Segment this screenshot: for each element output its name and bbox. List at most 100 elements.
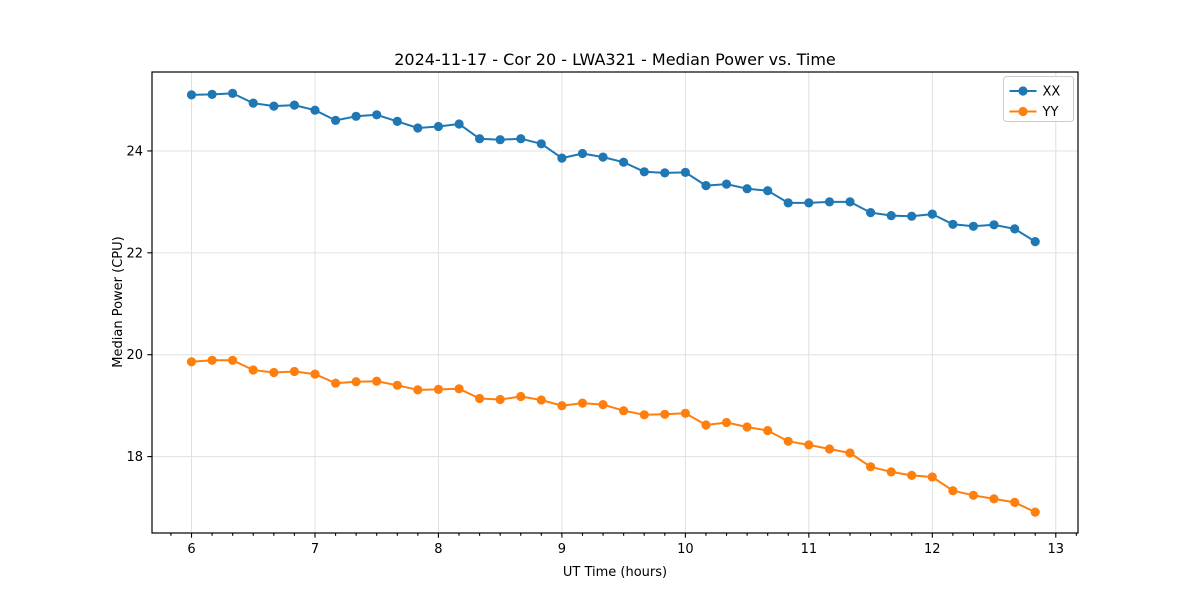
series-xx-marker xyxy=(721,179,732,189)
series-xx-marker xyxy=(516,134,526,144)
series-xx-marker xyxy=(701,181,711,191)
series-xx-marker xyxy=(536,139,546,149)
series-xx-marker xyxy=(1030,237,1040,247)
series-xx-marker xyxy=(248,98,258,108)
x-axis-label: UT Time (hours) xyxy=(563,565,667,580)
x-tick-label: 6 xyxy=(187,542,195,557)
series-yy-marker xyxy=(619,406,629,416)
series-yy-marker xyxy=(413,385,423,395)
series-yy-marker xyxy=(495,394,505,405)
series-yy-marker xyxy=(186,357,197,367)
legend-label-xx: XX xyxy=(1043,85,1061,100)
x-tick-label: 10 xyxy=(677,542,694,557)
series-xx-marker xyxy=(186,90,197,100)
series-xx-marker xyxy=(269,101,279,111)
series-yy-marker xyxy=(742,422,752,432)
series-xx-marker xyxy=(763,186,773,196)
series-yy-marker xyxy=(536,395,546,405)
series-yy-marker xyxy=(331,378,341,388)
legend-box xyxy=(1003,76,1074,122)
series-yy-marker xyxy=(989,494,999,504)
series-xx-marker xyxy=(639,167,649,177)
series-xx-marker xyxy=(433,121,443,132)
series-yy-marker xyxy=(804,440,814,450)
x-tick-label: 7 xyxy=(311,542,319,557)
series-xx-marker xyxy=(907,211,917,221)
series-yy-marker xyxy=(701,420,711,430)
series-xx-marker xyxy=(557,153,567,163)
series-yy-marker xyxy=(948,486,958,496)
series-yy-marker xyxy=(228,355,238,365)
series-xx-marker xyxy=(804,198,814,208)
series-xx-marker xyxy=(351,111,361,121)
series-yy-marker xyxy=(866,462,876,472)
series-yy-marker xyxy=(475,393,485,404)
series-xx-marker xyxy=(577,148,588,159)
tick-label-layer: 6 7 8 9 10 11 12 13 18 20 22 24 xyxy=(126,144,1064,557)
series-yy-marker xyxy=(433,384,443,394)
series-yy-marker xyxy=(248,365,258,375)
series-xx-marker xyxy=(989,220,999,230)
series-yy-marker xyxy=(927,472,937,482)
series-xx-marker xyxy=(495,135,505,145)
tick-layer xyxy=(147,150,1077,538)
series-xx-marker xyxy=(228,88,238,98)
y-tick-label: 24 xyxy=(126,144,143,159)
x-tick-label: 11 xyxy=(801,542,818,557)
series-xx-marker xyxy=(475,134,485,144)
series-xx-marker xyxy=(619,157,629,167)
series-yy-marker xyxy=(783,436,793,446)
series-yy-marker xyxy=(269,367,279,378)
series-xx-marker xyxy=(1010,224,1020,234)
series-yy-marker xyxy=(516,391,526,402)
grid-layer xyxy=(152,72,1078,533)
series-xx-marker xyxy=(927,209,937,219)
series-xx-marker xyxy=(372,110,382,120)
series-xx-marker xyxy=(680,167,691,177)
series-yy-marker xyxy=(1030,507,1040,517)
chart-title: 2024-11-17 - Cor 20 - LWA321 - Median Po… xyxy=(394,50,836,69)
series-xx-marker xyxy=(392,116,402,126)
series-yy-marker xyxy=(660,409,670,419)
x-tick-label: 13 xyxy=(1048,542,1065,557)
legend-label-yy: YY xyxy=(1042,105,1059,120)
x-tick-label: 12 xyxy=(924,542,941,557)
series-xx-marker xyxy=(207,89,217,99)
series-yy-marker xyxy=(289,366,299,377)
series-xx-marker xyxy=(866,208,876,218)
y-tick-label: 18 xyxy=(126,450,143,465)
series-xx-marker xyxy=(598,152,608,162)
series-yy-marker xyxy=(968,490,979,500)
series-yy-marker xyxy=(886,467,896,477)
series-yy-marker xyxy=(824,444,835,454)
series-xx-marker xyxy=(660,168,670,178)
series-xx-marker xyxy=(289,100,299,110)
series-yy-marker xyxy=(907,470,917,480)
series-xx-marker xyxy=(845,197,855,207)
series-xx-marker xyxy=(413,123,423,133)
series-xx-marker xyxy=(454,119,464,129)
x-tick-label: 9 xyxy=(558,542,566,557)
plot-border xyxy=(151,71,1079,534)
legend-marker-swatch-xx xyxy=(1018,86,1028,96)
series-xx-marker xyxy=(824,197,835,207)
series-xx-marker xyxy=(310,105,320,115)
y-axis-label: Median Power (CPU) xyxy=(111,236,126,367)
series-xx-marker xyxy=(783,198,793,208)
series-yy xyxy=(186,355,1040,517)
series-xx-marker xyxy=(948,219,958,229)
series-yy-line xyxy=(191,359,1036,514)
series-yy-marker xyxy=(577,398,588,408)
series-yy-marker xyxy=(680,408,691,418)
x-tick-label: 8 xyxy=(434,542,442,557)
y-tick-label: 22 xyxy=(126,246,143,261)
series-yy-marker xyxy=(207,355,217,365)
series-yy-marker xyxy=(639,410,649,420)
series-layer xyxy=(186,88,1040,517)
series-xx-marker xyxy=(886,211,896,221)
legend-marker-swatch-yy xyxy=(1018,106,1028,117)
series-yy-marker xyxy=(1010,497,1020,507)
y-tick-label: 20 xyxy=(126,348,143,363)
